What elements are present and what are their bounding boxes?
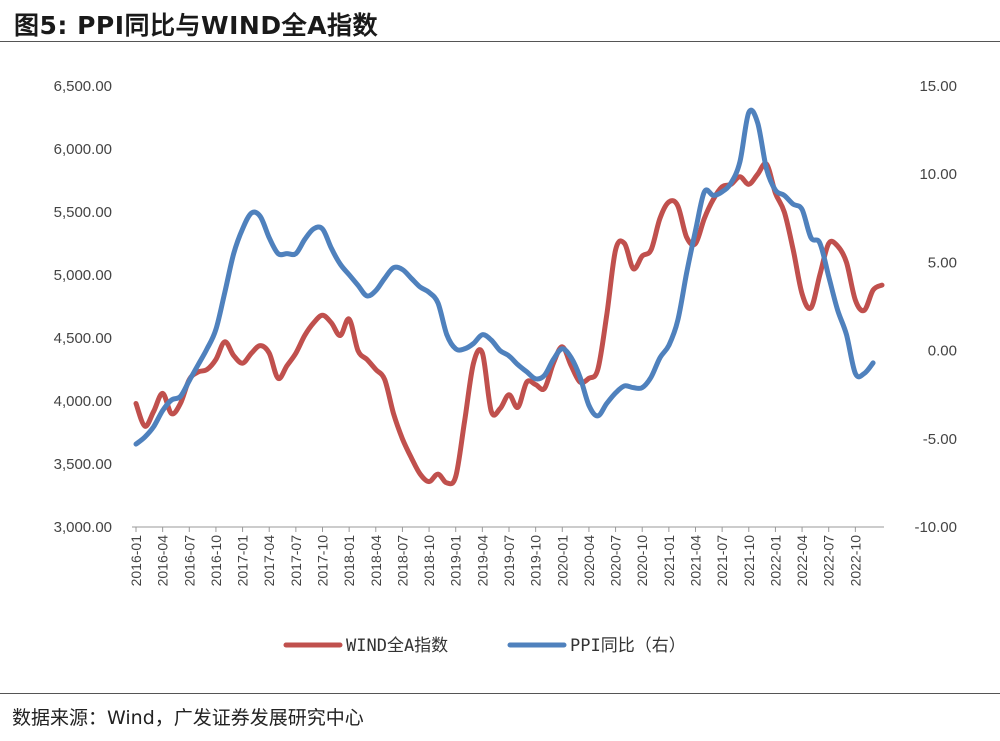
right-tick-label: -10.00 <box>914 519 957 536</box>
x-tick-label: 2019-04 <box>474 535 490 587</box>
right-axis-ticks: -10.00 -5.00 0.00 5.00 10.00 15.00 <box>914 78 957 536</box>
x-tick-label: 2016-10 <box>208 535 224 587</box>
x-tick-label: 2019-07 <box>501 535 517 587</box>
left-tick-label: 3,500.00 <box>54 456 112 473</box>
x-tick-label: 2021-10 <box>741 535 757 587</box>
right-tick-label: 0.00 <box>928 343 957 360</box>
x-tick-label: 2018-04 <box>368 535 384 587</box>
left-tick-label: 4,000.00 <box>54 393 112 410</box>
x-tick-label: 2021-04 <box>688 535 704 587</box>
x-tick-label: 2022-01 <box>767 535 783 587</box>
right-tick-label: 10.00 <box>919 166 957 183</box>
right-tick-label: -5.00 <box>923 431 957 448</box>
x-tick-label: 2018-10 <box>421 535 437 587</box>
x-tick-label: 2020-10 <box>634 535 650 587</box>
wind-index-line <box>133 161 885 487</box>
x-tick-label: 2021-07 <box>714 535 730 587</box>
x-tick-label: 2020-01 <box>554 535 570 587</box>
right-tick-label: 15.00 <box>919 78 957 95</box>
ppi-yoy-line <box>133 107 876 447</box>
left-tick-label: 3,000.00 <box>54 519 112 536</box>
chart: 3,000.00 3,500.00 4,000.00 4,500.00 5,000.00… <box>54 78 957 656</box>
x-tick-label: 2020-04 <box>581 535 597 587</box>
x-axis-ticks: 2016-01 2016-04 2016-07 2016-10 2017-01 2017-… <box>128 527 863 586</box>
x-tick-label: 2017-01 <box>235 535 251 587</box>
x-tick-label: 2022-04 <box>794 535 810 587</box>
x-tick-label: 2021-01 <box>661 535 677 587</box>
figure-title: 图5: PPI同比与WIND全A指数 <box>14 11 378 40</box>
series-lines <box>133 107 885 487</box>
x-tick-label: 2017-07 <box>288 535 304 587</box>
x-tick-label: 2019-10 <box>528 535 544 587</box>
left-tick-label: 6,000.00 <box>54 141 112 158</box>
x-tick-label: 2016-01 <box>128 535 144 587</box>
x-tick-label: 2018-01 <box>341 535 357 587</box>
right-tick-label: 5.00 <box>928 254 957 271</box>
x-tick-label: 2020-07 <box>608 535 624 587</box>
x-tick-label: 2022-10 <box>847 535 863 587</box>
left-tick-label: 4,500.00 <box>54 330 112 347</box>
x-tick-label: 2022-07 <box>821 535 837 587</box>
x-tick-label: 2019-01 <box>448 535 464 587</box>
x-tick-label: 2018-07 <box>394 535 410 587</box>
source-note: 数据来源：Wind，广发证券发展研究中心 <box>12 707 364 729</box>
legend: WIND全A指数 PPI同比（右） <box>283 636 686 656</box>
legend-label: PPI同比（右） <box>570 636 686 656</box>
legend-label: WIND全A指数 <box>346 636 448 656</box>
left-tick-label: 5,500.00 <box>54 204 112 221</box>
top-rule <box>0 41 1000 42</box>
x-tick-label: 2017-10 <box>315 535 331 587</box>
bottom-rule <box>0 693 1000 694</box>
x-tick-label: 2016-04 <box>155 535 171 587</box>
left-axis-ticks: 3,000.00 3,500.00 4,000.00 4,500.00 5,000.00… <box>54 78 112 536</box>
x-tick-label: 2016-07 <box>181 535 197 587</box>
left-tick-label: 6,500.00 <box>54 78 112 95</box>
x-tick-label: 2017-04 <box>261 535 277 587</box>
left-tick-label: 5,000.00 <box>54 267 112 284</box>
